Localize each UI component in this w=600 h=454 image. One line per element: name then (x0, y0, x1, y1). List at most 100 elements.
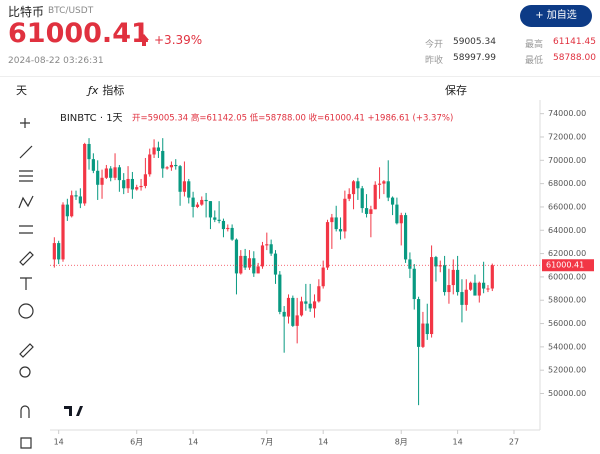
candle-body (152, 147, 156, 155)
candle-body (451, 269, 455, 286)
candle-body (87, 143, 91, 160)
x-tick-label: 14 (318, 438, 328, 447)
y-tick-label: 52000.00 (548, 366, 586, 375)
candle-body (395, 204, 399, 224)
fib-tool[interactable] (19, 170, 33, 182)
magnet-tool[interactable] (20, 405, 30, 418)
candle-body (334, 217, 338, 230)
stat-value: 58788.00 (553, 53, 596, 63)
indicators[interactable]: ƒx 指标 (88, 82, 124, 98)
candle-body (130, 178, 134, 190)
candle-body (234, 239, 239, 274)
candle-body (317, 286, 321, 302)
candle-body (247, 258, 252, 268)
candle-body (169, 164, 174, 168)
y-tick-label: 62000.00 (548, 249, 586, 258)
candle-body (148, 154, 152, 175)
candle-body (382, 181, 386, 184)
brush-tool[interactable] (19, 251, 34, 266)
candle-body (269, 244, 273, 254)
candle-body (369, 209, 373, 214)
candle-body (469, 282, 473, 290)
candle-body (191, 197, 195, 207)
last-price-tag (542, 259, 594, 272)
lock-tool[interactable] (20, 437, 32, 449)
candle-body (217, 219, 221, 221)
timestamp: 2024-08-22 03:26:31 (8, 56, 104, 66)
projection-tool[interactable] (19, 225, 33, 234)
candle-body (482, 282, 486, 289)
ruler-tool[interactable] (19, 343, 34, 358)
symbol: BINBTC · 1天 (60, 113, 123, 124)
price: 61000.41 (8, 18, 150, 49)
candle-body (278, 274, 282, 312)
candle-body (356, 181, 360, 189)
save[interactable]: 保存 (445, 84, 467, 97)
candle-body (338, 229, 343, 232)
last-price-label: 61000.41 (546, 261, 584, 270)
crosshair-tool[interactable] (20, 118, 30, 128)
candle-body (447, 285, 451, 293)
candle-body (386, 181, 390, 198)
candle-body (104, 168, 108, 178)
candle-body (226, 227, 230, 230)
candle-body (364, 208, 369, 214)
candle-body (256, 266, 260, 274)
asset-name: 比特币 (8, 5, 45, 19)
candle-body (425, 323, 429, 335)
candle-body (399, 215, 403, 224)
candle-body (291, 297, 295, 326)
asset-pair: BTC/USDT (48, 6, 94, 16)
candle-body (208, 201, 213, 218)
interval[interactable]: 天 (16, 84, 27, 97)
candle-body (243, 255, 247, 268)
candle-body (330, 217, 334, 223)
candle-body (61, 204, 65, 260)
candle-body (304, 301, 308, 304)
candle-body (96, 170, 100, 185)
candle-body (70, 195, 74, 217)
candle-body (473, 282, 477, 296)
candle-body (100, 177, 104, 185)
candle-body (416, 299, 421, 347)
zoom-tool[interactable] (19, 366, 31, 378)
candle-body (252, 258, 256, 274)
candle-body (182, 181, 187, 192)
candle-body (230, 227, 234, 240)
candle-body (421, 323, 425, 347)
candle-body (443, 265, 447, 293)
trendline-tool[interactable] (19, 145, 33, 159)
y-tick-label: 60000.00 (548, 272, 586, 281)
candle-body (139, 185, 143, 188)
candle-body (260, 245, 265, 267)
candle-body (204, 199, 208, 202)
candle-body (200, 199, 204, 205)
candle-body (91, 159, 95, 171)
candle-body (213, 217, 217, 220)
text-tool[interactable] (20, 277, 32, 290)
pattern-tool[interactable] (18, 195, 34, 209)
candle-body (239, 255, 243, 274)
candle-body (109, 168, 113, 178)
candle-body (187, 181, 191, 198)
candle-body (78, 196, 82, 204)
candle-body (456, 269, 460, 293)
candle-body (57, 243, 61, 260)
candle-body (299, 301, 304, 316)
candle-body (126, 178, 130, 189)
candle-body (178, 166, 182, 192)
candle-body (74, 195, 78, 197)
candle-body (195, 204, 200, 207)
add-watchlist[interactable]: + 加自选 (520, 5, 592, 27)
emoji-tool[interactable] (18, 303, 34, 319)
candle-body (360, 188, 364, 209)
candle-body (286, 297, 291, 317)
y-tick-label: 54000.00 (548, 342, 586, 351)
up-arrow (139, 34, 149, 46)
x-tick-label: 27 (509, 438, 519, 447)
y-tick-label: 70000.00 (548, 156, 586, 165)
x-tick-label: 14 (453, 438, 463, 447)
candle-body (65, 204, 69, 217)
candle-body (486, 288, 490, 290)
